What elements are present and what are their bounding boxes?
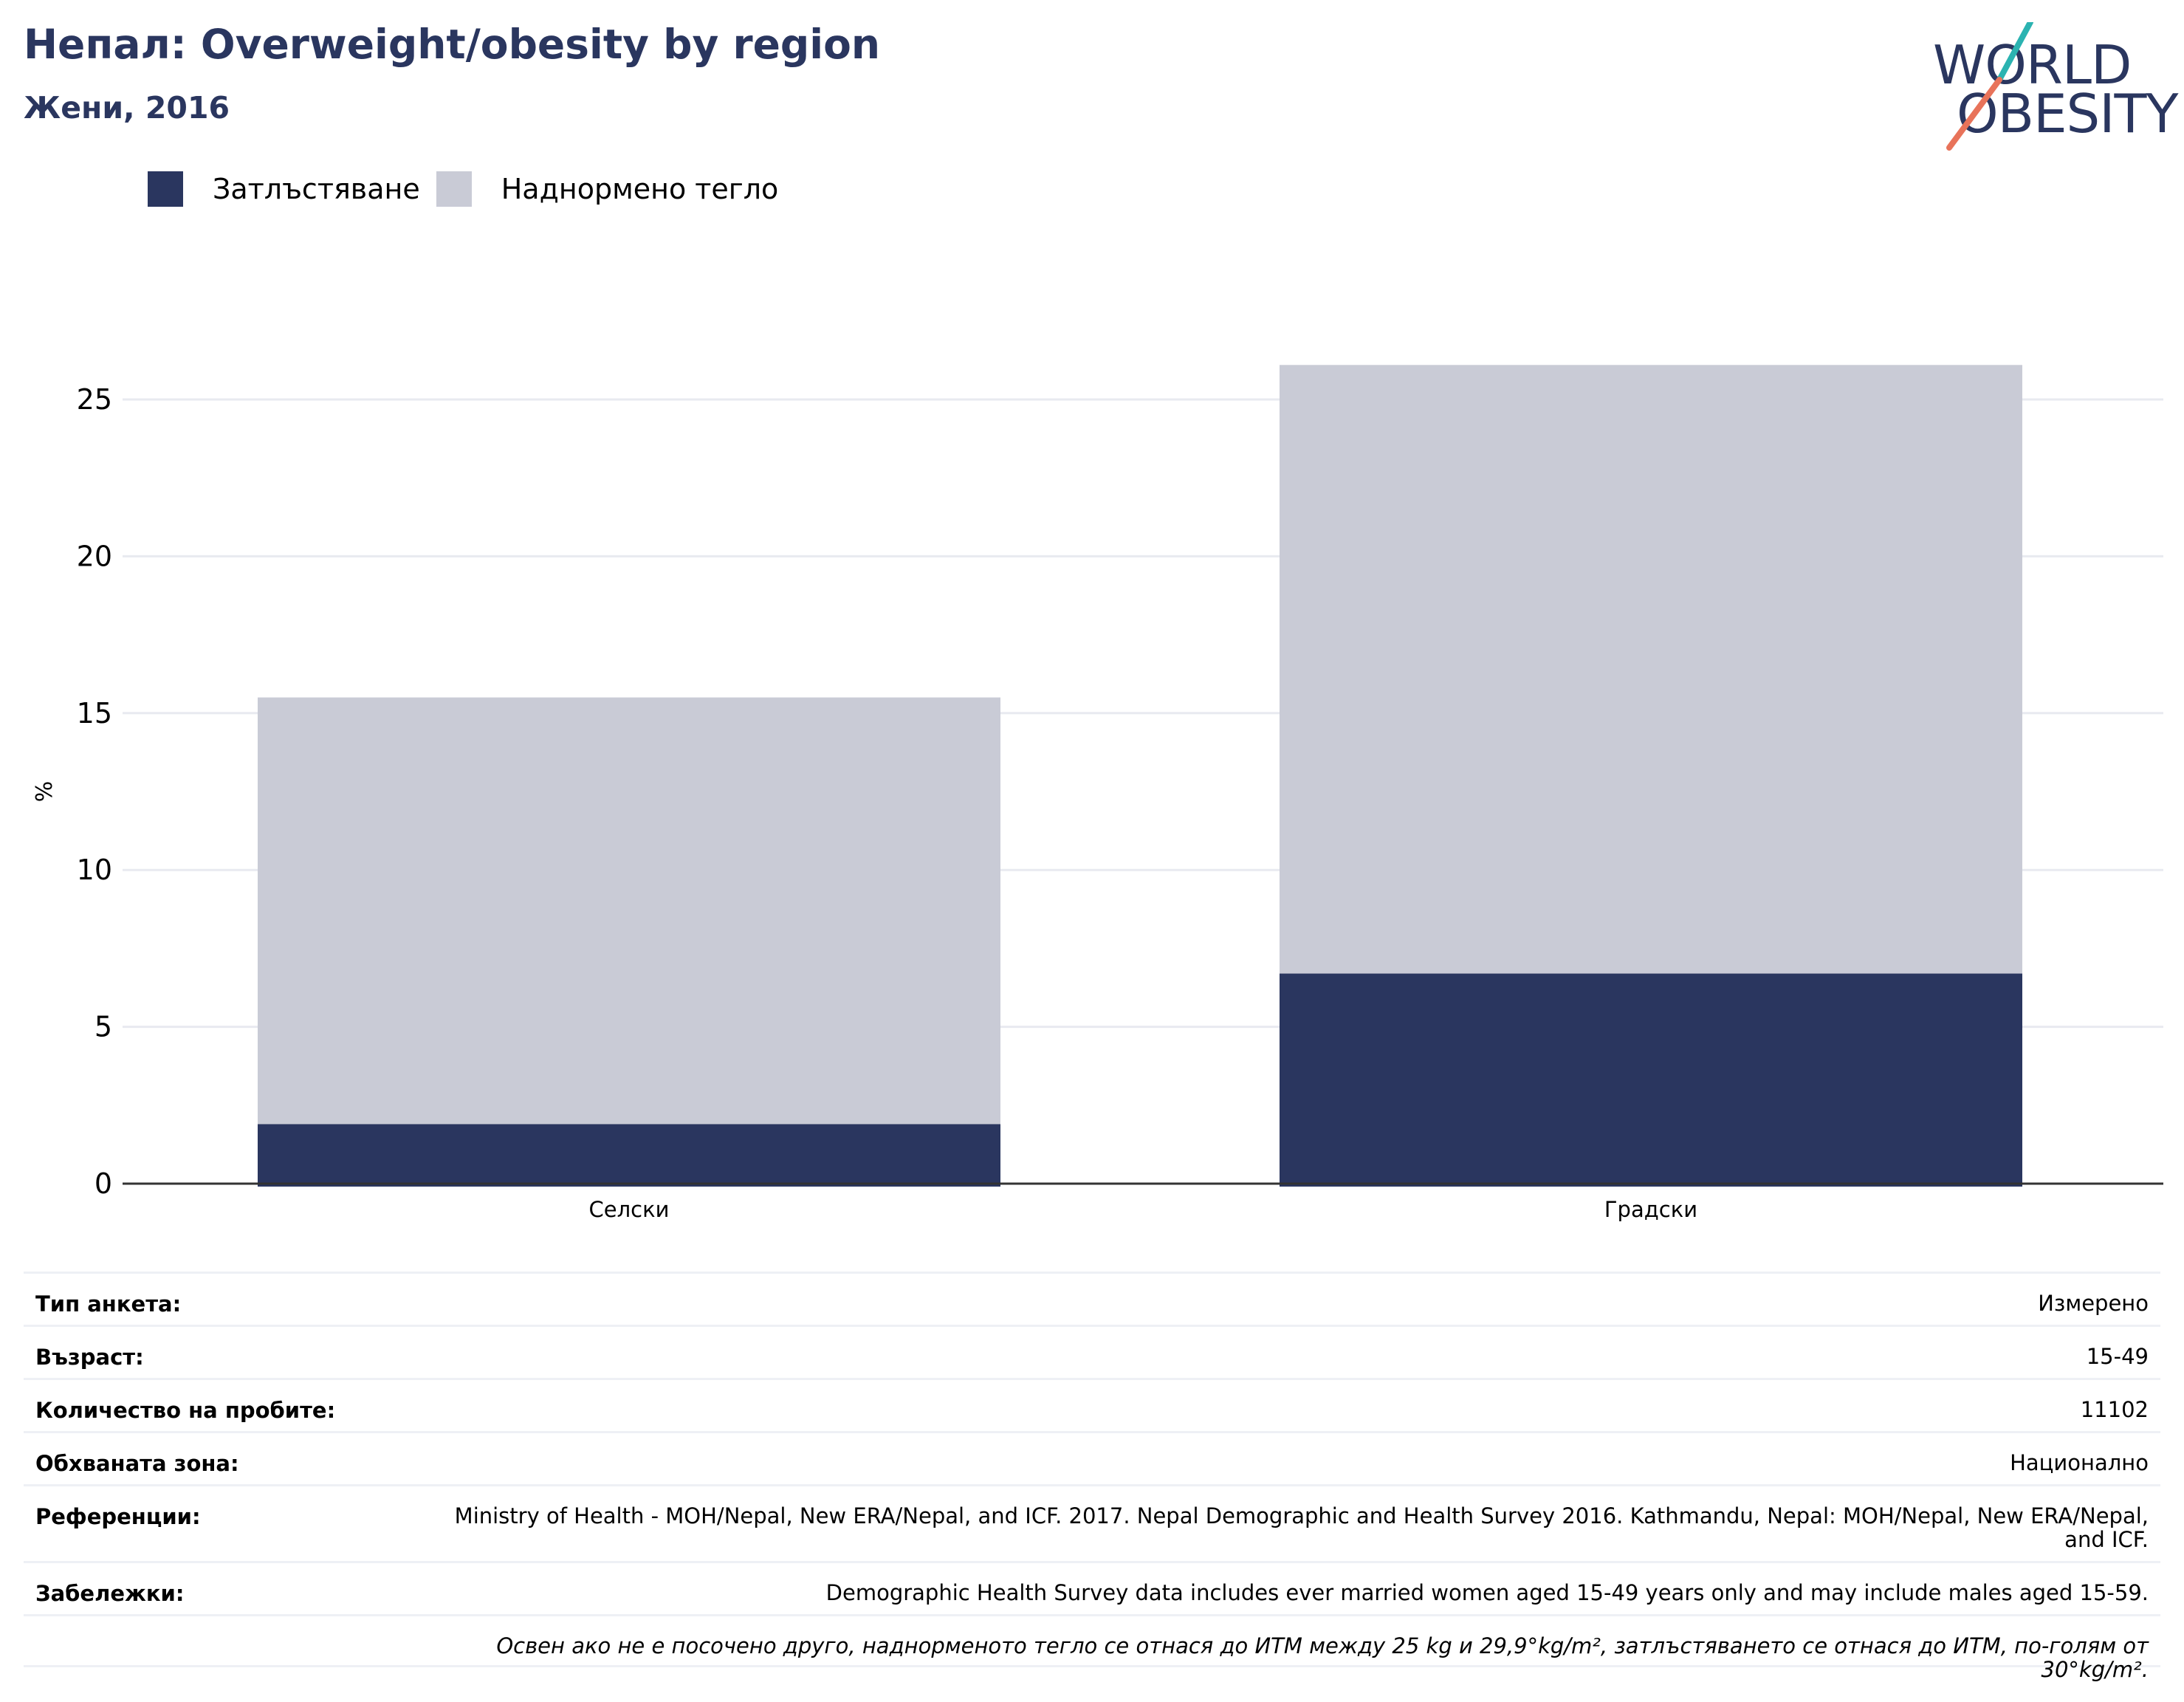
y-tick-label: 20 [77,540,112,572]
survey-info-table: Тип анкета: Измерено Възраст: 15-49 Коли… [24,1272,2160,1681]
bar-overweight-rural [258,697,1000,1125]
info-value: Измерено [2038,1291,2149,1316]
legend-label-obesity: Затлъстяване [213,173,420,205]
x-tick-label: Градски [1604,1197,1697,1222]
info-key: Обхваната зона: [35,1451,239,1476]
info-value: Ministry of Health - MOH/Nepal, New ERA/… [454,1503,2149,1552]
legend-label-overweight: Наднормено тегло [501,173,779,205]
info-value: Demographic Health Survey data includes … [825,1580,2149,1605]
info-row-notes: Забележки: Demographic Health Survey dat… [24,1561,2160,1614]
bar-chart: 0 5 10 15 20 25% Селски Градски [32,365,2163,1222]
bar-overweight-urban [1280,365,2022,974]
logo-word-world: WORLD [1933,34,2132,96]
y-tick-label: 5 [95,1011,112,1043]
legend-swatch-obesity [148,171,183,207]
legend-item-obesity[interactable]: Затлъстяване [148,171,420,207]
info-row-references: Референции: Ministry of Health - MOH/Nep… [24,1484,2160,1561]
info-row-sample-size: Количество на пробите: 11102 [24,1378,2160,1431]
info-row-age: Възраст: 15-49 [24,1325,2160,1378]
logo-word-obesity: OBESITY [1957,83,2178,145]
info-row-survey-type: Тип анкета: Измерено [24,1272,2160,1325]
info-key: Количество на пробите: [35,1398,336,1423]
info-value: 15-49 [2086,1344,2149,1369]
info-key: Възраст: [35,1345,144,1370]
footnote: Освен ако не е посочено друго, наднормен… [496,1633,2149,1682]
info-row-footnote: Освен ако не е посочено друго, наднормен… [24,1614,2160,1681]
legend: Затлъстяване Наднормено тегло [148,168,794,210]
info-row-area-covered: Обхваната зона: Национално [24,1431,2160,1484]
chart-subtitle: Жени, 2016 [24,90,230,126]
x-tick-label: Селски [589,1197,670,1222]
y-tick-label: 25 [77,383,112,416]
world-obesity-logo: WORLD OBESITY [1920,22,2178,155]
bar-obesity-rural [258,1124,1000,1187]
bar-obesity-urban [1280,973,2022,1187]
chart-title: Непал: Overweight/obesity by region [24,21,881,68]
legend-swatch-overweight [436,171,472,207]
y-tick-label: 0 [95,1167,112,1200]
legend-item-overweight[interactable]: Наднормено тегло [436,171,779,207]
info-value: 11102 [2080,1397,2149,1422]
info-key: Референции: [35,1504,201,1529]
y-tick-label: 10 [77,854,112,886]
y-axis-label: % [32,781,58,803]
info-key: Забележки: [35,1581,185,1606]
info-value: Национално [2010,1450,2149,1475]
info-key: Тип анкета: [35,1291,182,1317]
y-tick-label: 15 [77,697,112,730]
logo-slash-icon [1946,22,2033,151]
